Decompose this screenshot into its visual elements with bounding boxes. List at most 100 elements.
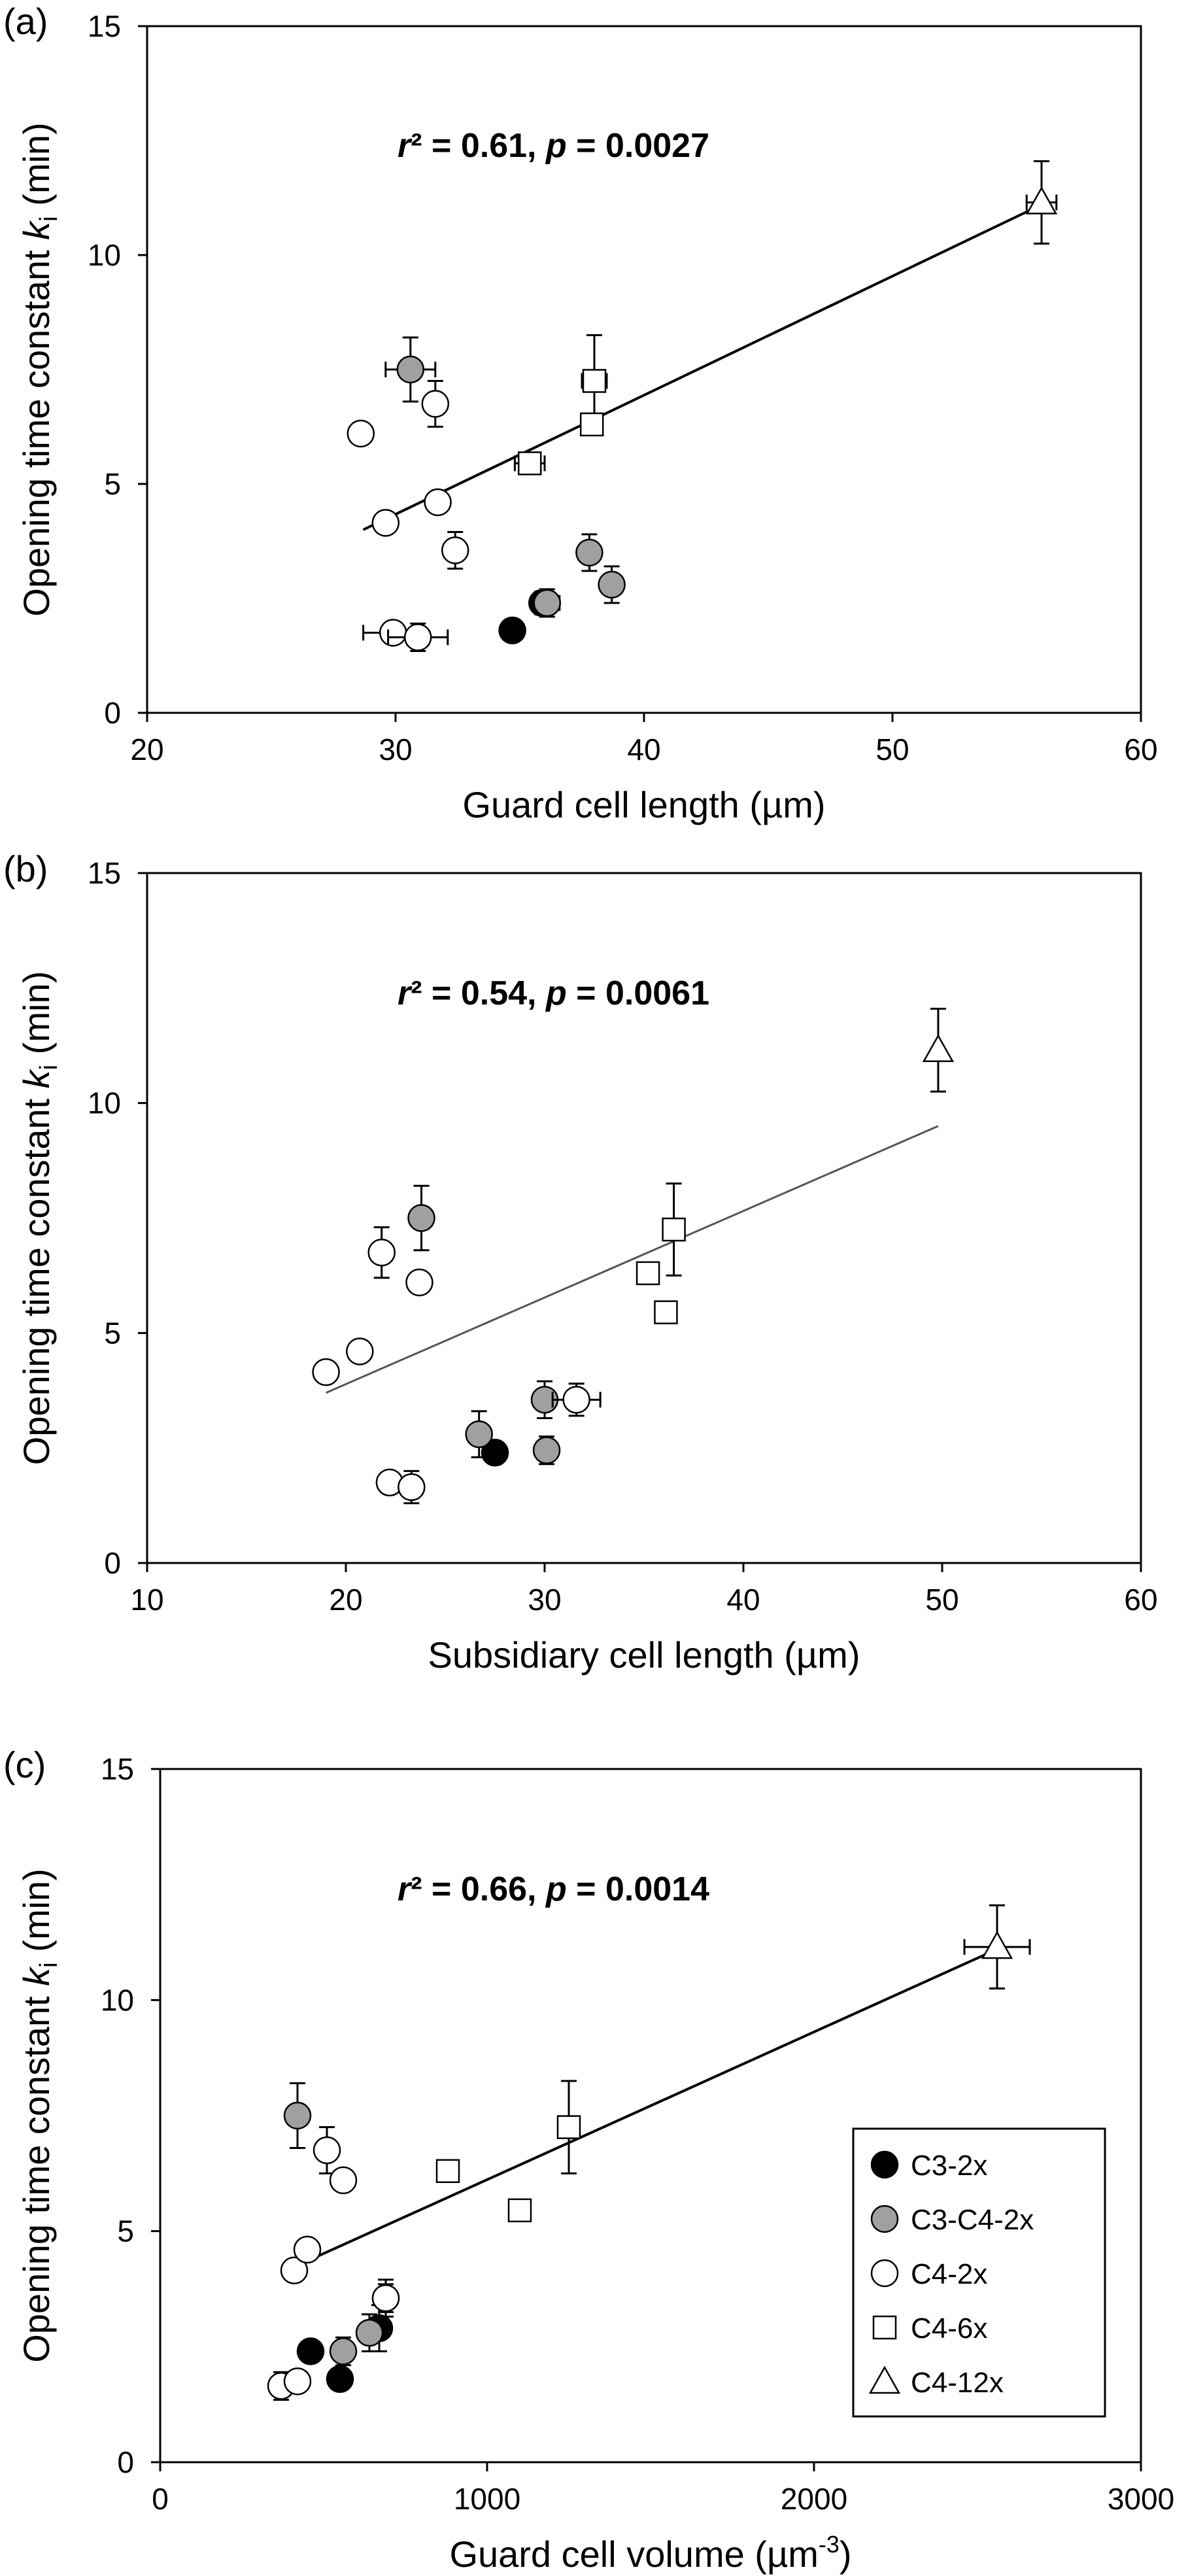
data-point-c4-6x xyxy=(662,1182,686,1277)
x-axis-label-text: Subsidiary cell length (µm) xyxy=(428,1634,860,1675)
stat-r2: ² = 0.54, xyxy=(411,974,546,1012)
data-point-c4-6x xyxy=(513,451,546,475)
marker-circle xyxy=(371,509,400,537)
data-point-c4-6x xyxy=(581,334,608,428)
data-point-c4-2x xyxy=(313,2126,341,2174)
legend-item: C4-2x xyxy=(870,2258,987,2290)
chart-panel-b: 0 5 10 15 10 20 30 40 50 60 (b) Subsidiary cell len… xyxy=(3,848,1158,1675)
marker-triangle xyxy=(922,1034,955,1063)
x-tick-label: 50 xyxy=(925,1583,959,1617)
x-tick-label: 1000 xyxy=(454,2482,520,2516)
x-axis-label-end: ) xyxy=(840,2533,852,2575)
marker-circle xyxy=(371,2284,400,2312)
marker-square xyxy=(507,2198,532,2223)
data-point-c4-6x xyxy=(435,2159,460,2184)
marker-circle xyxy=(367,1239,396,1267)
legend-marker-circle xyxy=(870,2259,899,2288)
marker-circle xyxy=(498,616,526,645)
data-point-c4-12x xyxy=(1025,160,1058,245)
x-tick-label: 2000 xyxy=(781,2482,847,2516)
marker-circle xyxy=(283,2367,312,2396)
stat-p: p xyxy=(545,127,567,165)
data-point-c4-2x xyxy=(424,488,452,517)
data-point-c3-2x xyxy=(498,616,526,645)
y-axis-label-k: k xyxy=(16,1966,57,1986)
marker-circle xyxy=(532,1436,561,1464)
data-point-c4-2x xyxy=(347,419,375,448)
marker-square xyxy=(435,2159,460,2184)
legend-marker-triangle xyxy=(868,2365,901,2394)
marker-circle xyxy=(280,2256,309,2284)
marker-circle xyxy=(407,1204,435,1232)
stat-r2: ² = 0.61, xyxy=(411,127,546,165)
y-tick-label: 5 xyxy=(104,1316,121,1350)
marker-circle xyxy=(562,1386,590,1414)
legend-marker-square xyxy=(872,2315,897,2340)
x-tick-label: 10 xyxy=(130,1583,163,1617)
stat-r: r xyxy=(398,1870,413,1908)
data-point-c4-2x xyxy=(312,1358,340,1386)
x-tick-label: 20 xyxy=(329,1583,362,1617)
data-point-c3-c4-2x xyxy=(384,336,437,403)
trendline xyxy=(326,1125,939,1394)
data-point-c4-6x xyxy=(556,2080,581,2174)
x-tick-label: 3000 xyxy=(1108,2482,1174,2516)
marker-circle xyxy=(398,1473,426,1502)
marker-square xyxy=(636,1261,660,1286)
marker-square xyxy=(556,2115,581,2139)
y-axis-label-text: Opening time constant xyxy=(16,1986,57,2363)
data-point-c4-12x xyxy=(922,1007,955,1093)
trendline xyxy=(362,203,1042,531)
y-tick-label: 10 xyxy=(101,1983,134,2017)
x-axis-label-text: Guard cell volume (µm xyxy=(449,2533,818,2575)
marker-circle xyxy=(598,570,626,599)
x-axis-label: Guard cell length (µm) xyxy=(462,784,825,825)
marker-circle xyxy=(347,419,375,448)
data-point-c4-2x xyxy=(293,2235,322,2264)
stat-pval: = 0.0027 xyxy=(567,127,709,165)
marker-circle xyxy=(396,355,425,384)
marker-circle xyxy=(293,2235,322,2264)
x-tick-label: 20 xyxy=(130,732,163,766)
marker-circle xyxy=(329,2337,358,2365)
marker-square xyxy=(654,1300,678,1324)
data-point-c4-2x xyxy=(346,1337,374,1365)
marker-circle xyxy=(441,536,469,564)
marker-circle xyxy=(575,538,603,567)
marker-square xyxy=(582,369,607,393)
legend-marker-circle xyxy=(870,2205,899,2233)
plot-frame xyxy=(159,1768,1142,2464)
y-tick-label: 0 xyxy=(117,2445,134,2479)
y-axis-label: Opening time constant ki (min) xyxy=(16,122,63,616)
marker-triangle xyxy=(1025,186,1058,215)
data-point-c3-c4-2x xyxy=(575,533,603,572)
marker-square xyxy=(662,1217,686,1242)
marker-circle xyxy=(355,2318,384,2347)
data-point-c3-c4-2x xyxy=(407,1184,435,1252)
data-point-c4-6x xyxy=(654,1300,678,1324)
panel-label: (b) xyxy=(3,848,48,889)
x-axis-label-sup: -3 xyxy=(819,2531,840,2558)
y-tick-label: 10 xyxy=(88,238,121,272)
x-tick-label: 30 xyxy=(528,1583,561,1617)
chart-panel-a: 0 5 10 15 20 30 40 50 60 (a) Guard cell length (µm… xyxy=(3,1,1158,825)
y-tick-label: 0 xyxy=(104,1546,121,1580)
y-axis-label: Opening time constant ki (min) xyxy=(16,1868,63,2362)
marker-circle xyxy=(329,2166,358,2195)
data-point-c4-2x xyxy=(387,623,449,652)
stat-r: r xyxy=(398,974,413,1012)
y-tick-label: 15 xyxy=(88,856,121,890)
data-point-c4-2x xyxy=(283,2367,312,2396)
x-tick-label: 40 xyxy=(627,732,660,766)
legend-label: C3-2x xyxy=(911,2150,987,2182)
stat-p: p xyxy=(545,974,567,1012)
stat-r: r xyxy=(398,127,413,165)
data-point-c3-2x xyxy=(326,2365,354,2394)
y-tick-label: 15 xyxy=(88,9,121,43)
legend-label: C4-2x xyxy=(911,2258,987,2290)
trendline xyxy=(280,1948,998,2275)
x-tick-label: 30 xyxy=(379,732,412,766)
data-point-c3-c4-2x xyxy=(355,2313,384,2352)
legend-label: C4-12x xyxy=(911,2367,1004,2399)
